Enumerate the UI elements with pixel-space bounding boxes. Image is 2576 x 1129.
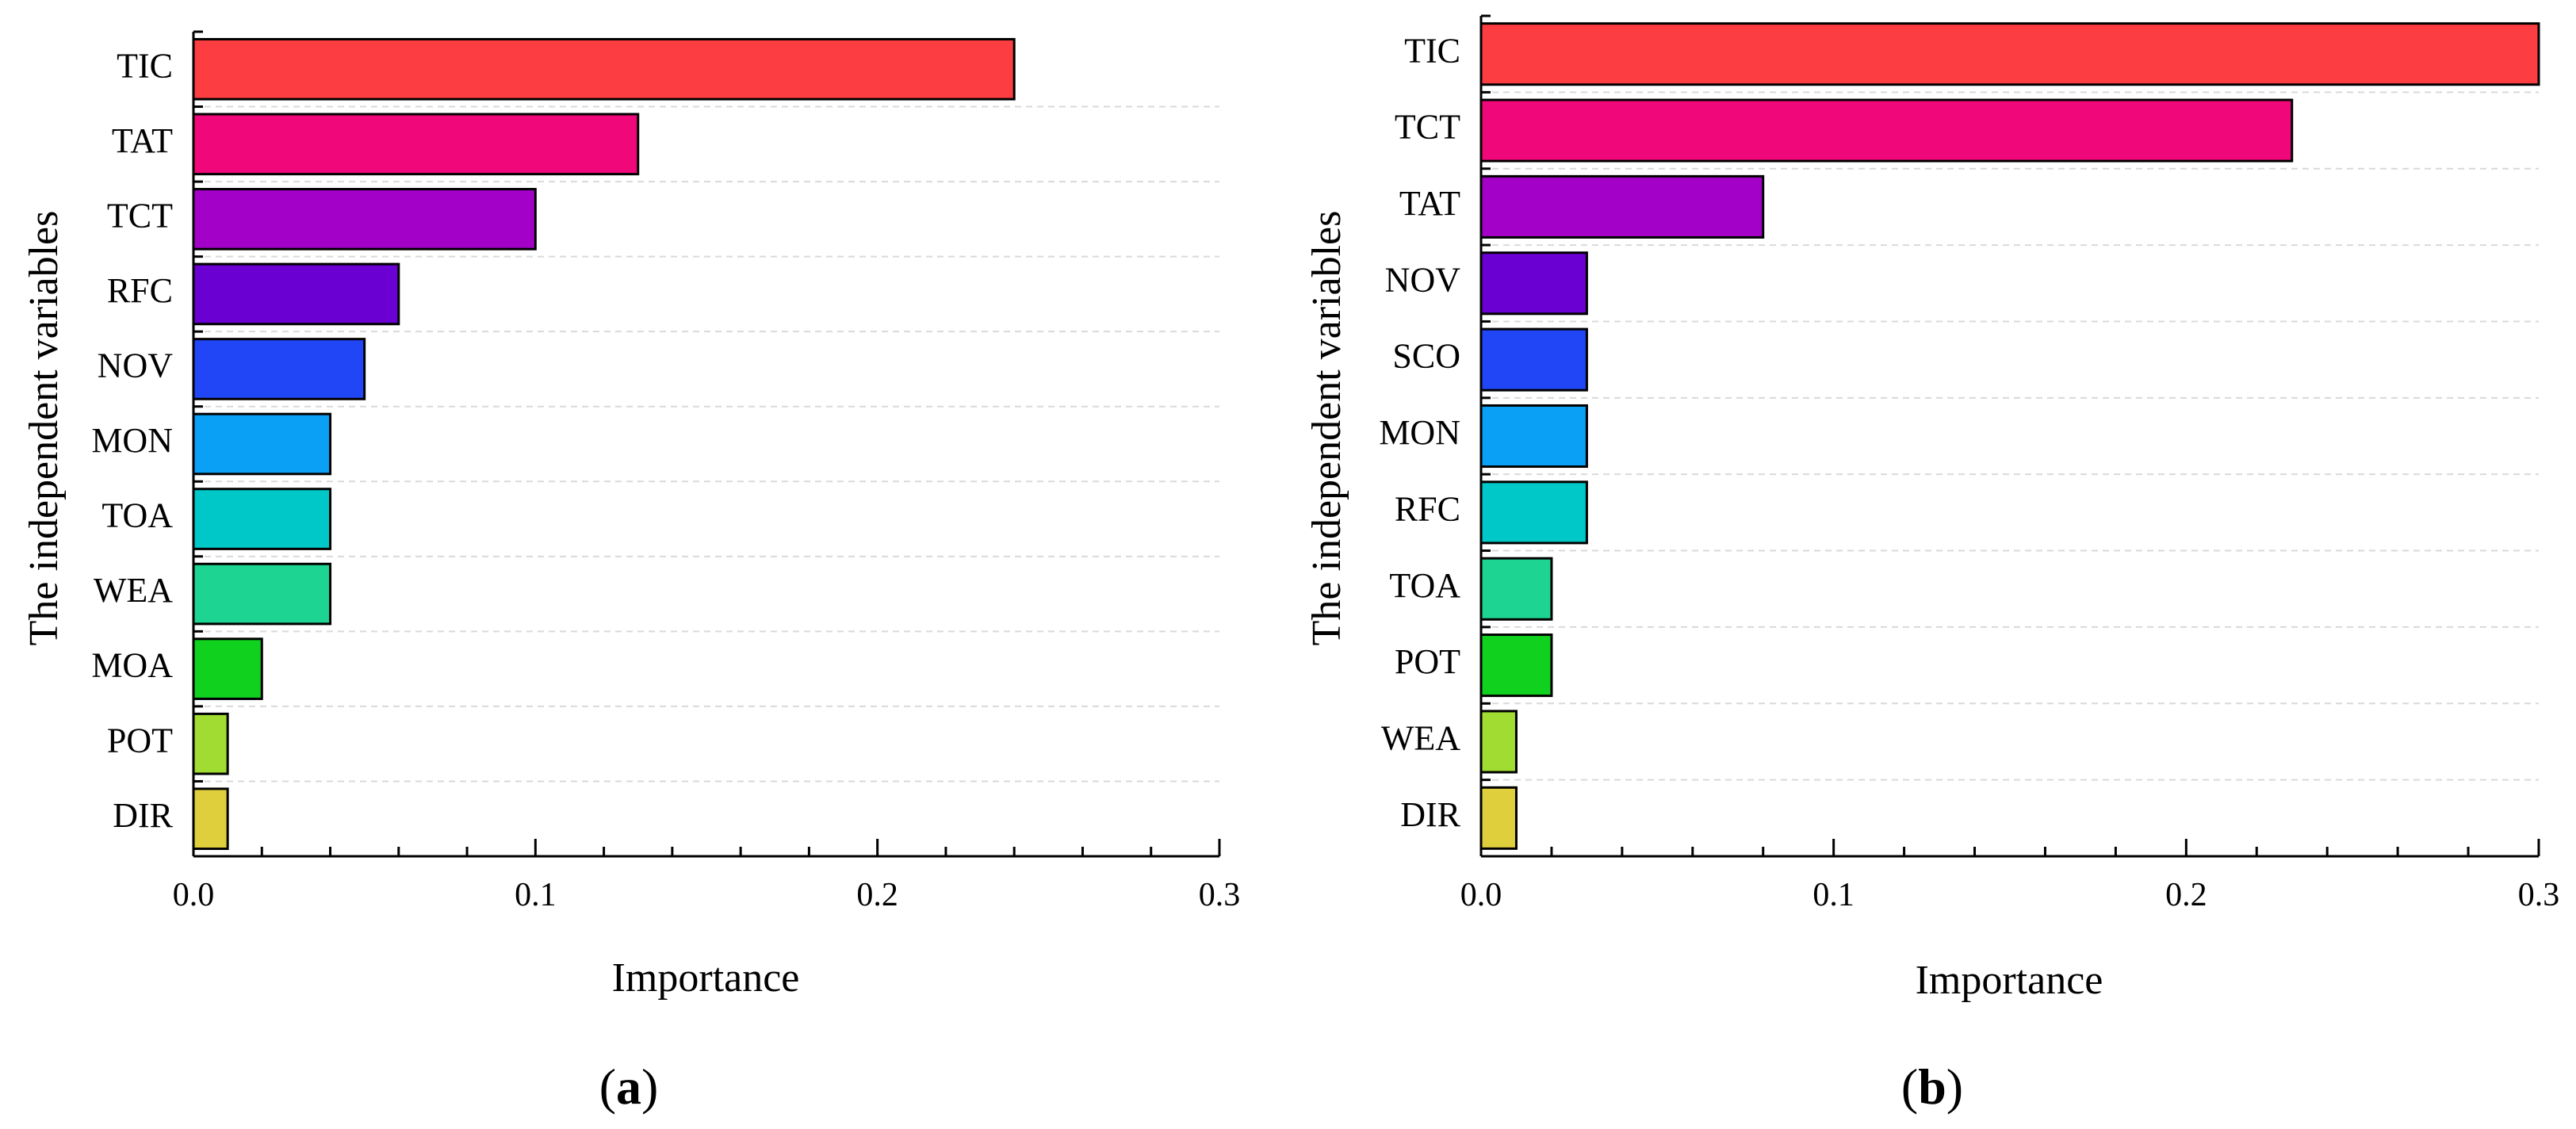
y-tick-label: MOA xyxy=(91,646,173,685)
y-tick-label: TIC xyxy=(1404,31,1460,70)
panel-label-open-paren: ( xyxy=(1901,1058,1918,1115)
panel-label: (b) xyxy=(1901,1058,1963,1115)
bar-rfc xyxy=(192,262,400,326)
bar-dir xyxy=(192,787,229,851)
x-tick-label: 0.1 xyxy=(1812,877,1854,913)
y-tick-label: NOV xyxy=(98,346,174,385)
bar-toa xyxy=(192,488,332,550)
bar-mon xyxy=(1479,404,1588,469)
panel-label-letter: b xyxy=(1918,1058,1946,1115)
y-tick-label: POT xyxy=(1395,642,1460,681)
bar-rfc xyxy=(1479,480,1588,545)
bar-tct xyxy=(192,188,537,251)
bar-tic xyxy=(192,37,1016,101)
bar-tct xyxy=(1479,98,2294,163)
bar-wea xyxy=(1479,710,1518,774)
y-axis-label: The independent variables xyxy=(21,211,67,646)
panel-label-close-paren: ) xyxy=(1946,1058,1963,1115)
x-axis-label: Importance xyxy=(1916,958,2103,1003)
y-tick-label: WEA xyxy=(94,571,173,610)
panel-label: (a) xyxy=(599,1058,659,1115)
x-tick-label: 0.3 xyxy=(2518,877,2560,913)
x-tick-label: 0.2 xyxy=(856,877,898,913)
y-tick-label: TCT xyxy=(107,196,173,235)
bar-dir xyxy=(1479,786,1518,850)
y-tick-label: TAT xyxy=(1399,184,1460,223)
bar-sco xyxy=(1479,327,1588,392)
bar-tic xyxy=(1479,22,2540,86)
bar-wea xyxy=(192,562,332,626)
y-tick-label: WEA xyxy=(1381,719,1460,758)
y-tick-label: TIC xyxy=(117,46,173,85)
y-tick-label: MON xyxy=(1379,413,1460,452)
x-tick-label: 0.1 xyxy=(515,877,557,913)
y-axis-label: The independent variables xyxy=(1304,211,1349,646)
bar-nov xyxy=(1479,251,1588,316)
y-tick-label: DIR xyxy=(113,796,173,835)
x-tick-label: 0.0 xyxy=(1460,877,1502,913)
chart-panel-a: The independent variables Importance (a)… xyxy=(21,30,1241,1115)
bar-toa xyxy=(1479,557,1553,621)
y-tick-label: MON xyxy=(91,421,173,460)
y-tick-label: TAT xyxy=(112,121,173,160)
bar-tat xyxy=(192,113,640,176)
y-tick-label: DIR xyxy=(1400,795,1460,834)
y-tick-label: POT xyxy=(107,721,173,760)
bar-pot xyxy=(192,712,229,775)
y-tick-label: TOA xyxy=(1389,566,1460,605)
y-tick-label: TOA xyxy=(101,496,173,535)
bar-pot xyxy=(1479,633,1553,698)
x-tick-label: 0.3 xyxy=(1199,877,1241,913)
bar-tat xyxy=(1479,174,1765,239)
bar-nov xyxy=(192,338,366,400)
panel-label-open-paren: ( xyxy=(599,1058,616,1115)
x-tick-label: 0.2 xyxy=(2165,877,2207,913)
y-tick-label: TCT xyxy=(1395,108,1460,147)
panel-label-letter: a xyxy=(616,1058,641,1115)
chart-panel-b: The independent variables Importance (b)… xyxy=(1304,14,2560,1115)
y-tick-label: RFC xyxy=(1395,489,1460,528)
x-axis-label: Importance xyxy=(612,955,800,1001)
bar-mon xyxy=(192,412,332,476)
y-tick-label: SCO xyxy=(1392,337,1460,376)
y-tick-label: NOV xyxy=(1385,260,1461,299)
y-tick-label: RFC xyxy=(107,271,173,310)
x-tick-label: 0.0 xyxy=(173,877,215,913)
panel-label-close-paren: ) xyxy=(641,1058,658,1115)
bar-moa xyxy=(192,637,263,700)
